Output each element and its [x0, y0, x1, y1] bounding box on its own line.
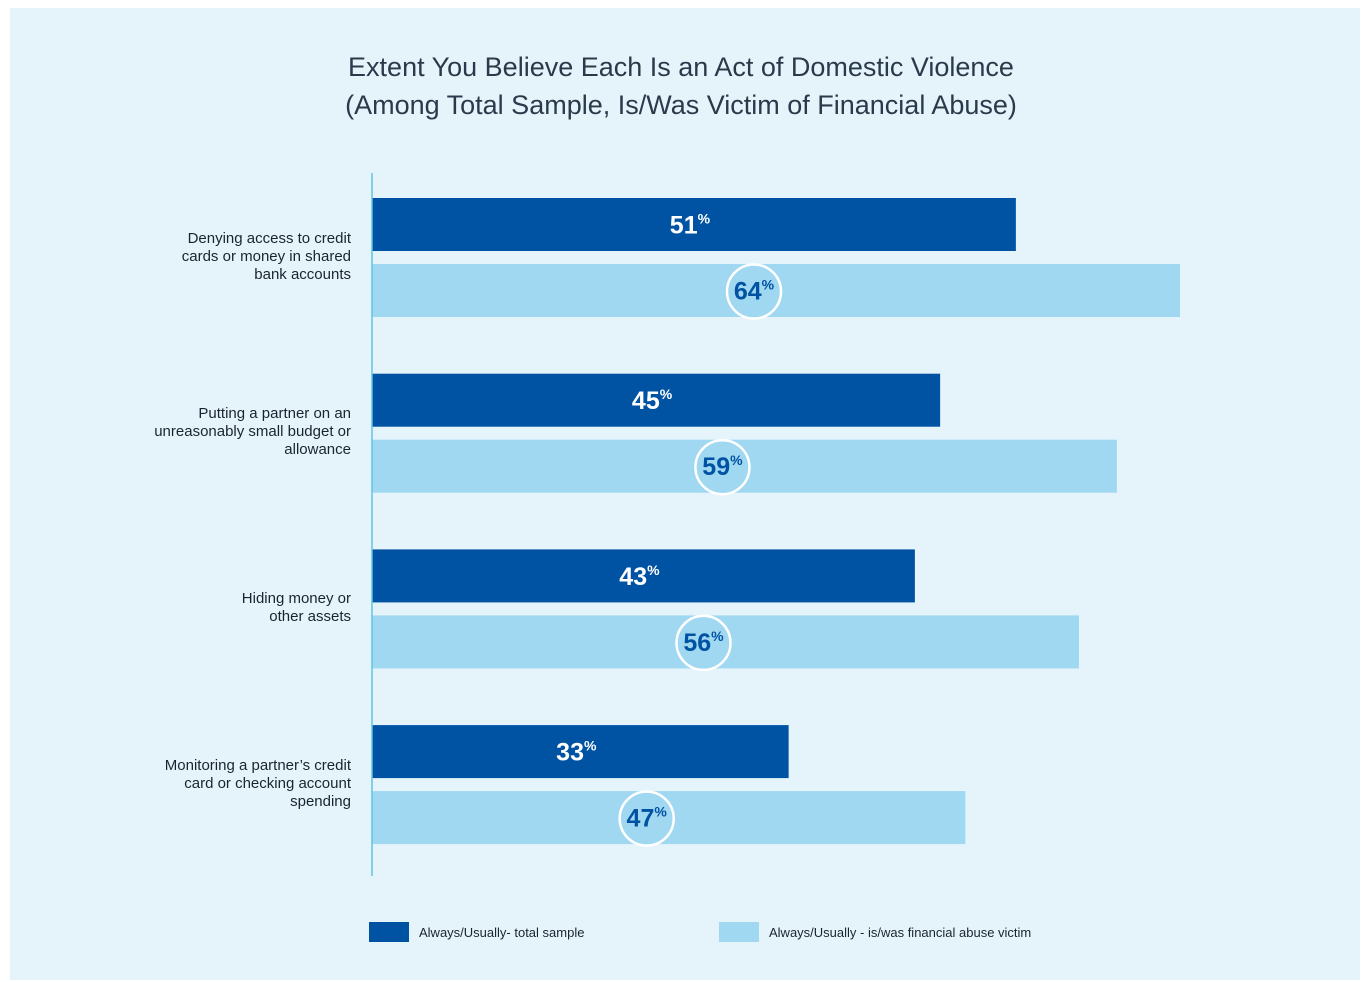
category-label: Monitoring a partner’s credit card or che…	[91, 757, 351, 811]
category-label-line: allowance	[284, 441, 351, 459]
category-label: Hiding money or other assets	[91, 590, 351, 626]
value-badge-victim	[618, 790, 675, 847]
value-label-total-sample: 45%	[632, 386, 673, 415]
category-label-line: card or checking account	[184, 774, 351, 792]
legend-label-victim: Always/Usually - is/was financial abuse …	[769, 924, 1032, 940]
value-badge-victim	[725, 263, 783, 320]
category-label-line: other assets	[269, 607, 351, 625]
legend-item-total-sample: Always/Usually- total sample	[369, 922, 584, 942]
value-label-total-sample: 51%	[670, 211, 711, 240]
legend-label-total-sample: Always/Usually- total sample	[419, 924, 585, 940]
bar-total-sample	[372, 549, 915, 603]
category-label-line: cards or money in shared	[181, 247, 351, 265]
value-label-total-sample: 33%	[556, 738, 597, 767]
category-label-line: spending	[290, 792, 351, 810]
value-badge-victim	[694, 438, 751, 496]
category-label-line: Denying access to credit	[187, 229, 351, 247]
category-label: Putting a partner on an unreasonably smal…	[91, 405, 351, 459]
bar-total-sample	[372, 198, 1016, 251]
legend-item-victim: Always/Usually - is/was financial abuse …	[719, 922, 1031, 942]
category-label: Denying access to credit cards or money i…	[91, 230, 351, 284]
category-label-line: bank accounts	[254, 265, 351, 283]
chart-title-line-2: (Among Total Sample, Is/Was Victim of Fi…	[345, 90, 1017, 120]
category-label-line: Hiding money or	[241, 589, 351, 607]
value-badge-victim	[675, 614, 732, 672]
legend-swatch-victim	[719, 922, 759, 942]
value-label-victim: 59%	[702, 452, 743, 481]
value-label-total-sample: 43%	[619, 562, 660, 591]
bar-total-sample	[372, 725, 789, 779]
chart-title: Extent You Believe Each Is an Act of Dom…	[0, 48, 1362, 124]
legend-swatch-total-sample	[369, 922, 409, 942]
category-label-line: unreasonably small budget or	[154, 423, 351, 441]
value-label-victim: 56%	[683, 628, 724, 657]
value-label-victim: 47%	[627, 804, 668, 833]
bar-total-sample	[372, 373, 941, 427]
category-label-line: Putting a partner on an	[198, 405, 351, 423]
category-label-line: Monitoring a partner’s credit	[164, 756, 351, 774]
chart-title-line-1: Extent You Believe Each Is an Act of Dom…	[348, 52, 1014, 82]
value-label-victim: 64%	[734, 277, 775, 306]
